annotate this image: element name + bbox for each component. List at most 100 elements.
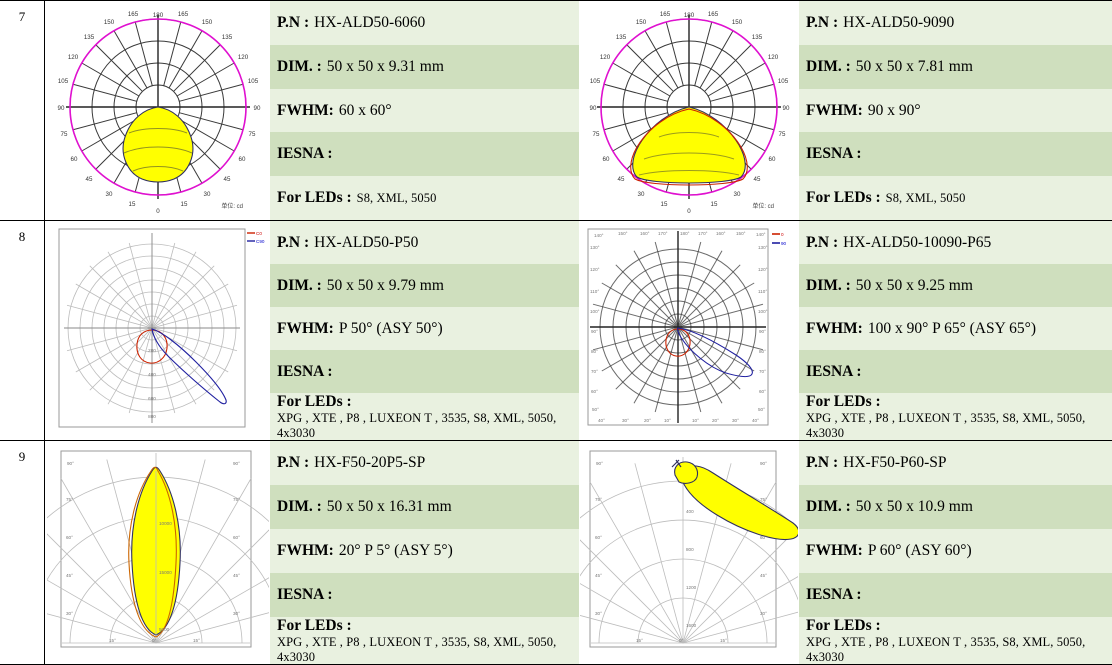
spec-value: 50 x 50 x 9.31 mm — [326, 57, 444, 75]
svg-text:120: 120 — [237, 54, 248, 61]
svg-text:90: 90 — [57, 105, 64, 112]
svg-text:165: 165 — [660, 11, 671, 18]
spec-label: IESNA : — [806, 362, 862, 380]
svg-text:70°: 70° — [759, 369, 766, 374]
svg-text:120: 120 — [600, 54, 611, 61]
svg-text:75: 75 — [60, 131, 67, 138]
svg-text:150°: 150° — [736, 231, 746, 236]
spec-list: P.N : HX-F50-P60-SP DIM. : 50 x 50 x 10.… — [799, 441, 1112, 664]
spec-value: XPG , XTE , P8 , LUXEON T , 3535, S8, XM… — [277, 635, 557, 664]
spec-line-fwhm: FWHM: 20° P 5° (ASY 5°) — [270, 529, 579, 574]
spec-value: XPG , XTE , P8 , LUXEON T , 3535, S8, XM… — [277, 411, 557, 440]
spec-value: 50 x 50 x 9.79 mm — [326, 276, 444, 294]
spec-line-fwhm: FWHM: P 60° (ASY 60°) — [799, 529, 1112, 574]
spec-value: XPG , XTE , P8 , LUXEON T , 3535, S8, XM… — [806, 411, 1086, 440]
chart-cell-right: 90° 90° 75° 75° 60° 60° 45° 45° 30° 30° … — [579, 440, 799, 665]
svg-text:100°: 100° — [758, 309, 768, 314]
svg-text:1600: 1600 — [686, 623, 697, 628]
svg-text:15: 15 — [180, 201, 187, 208]
svg-text:15: 15 — [661, 201, 668, 208]
svg-text:400: 400 — [686, 509, 694, 514]
svg-text:30°: 30° — [233, 611, 240, 616]
table-row: 7 — [0, 0, 1112, 221]
chart-unit-label: 单位: cd — [221, 202, 243, 210]
svg-text:0°: 0° — [152, 638, 157, 643]
spec-line-dim: DIM. : 50 x 50 x 9.79 mm — [270, 264, 579, 308]
svg-text:165: 165 — [177, 11, 188, 18]
svg-text:15: 15 — [128, 201, 135, 208]
svg-text:10°: 10° — [664, 418, 671, 423]
svg-text:60: 60 — [603, 156, 610, 163]
spec-value: XPG , XTE , P8 , LUXEON T , 3535, S8, XM… — [806, 635, 1086, 664]
table-row: 9 — [0, 440, 1112, 665]
svg-text:15°: 15° — [720, 638, 727, 643]
svg-text:40°: 40° — [752, 418, 759, 423]
svg-text:90°: 90° — [233, 461, 240, 466]
spec-line-iesna: IESNA : — [799, 573, 1112, 618]
spec-line-pn: P.N : HX-F50-P60-SP — [799, 441, 1112, 486]
polar-chart-svg: 0 180 90 90 15 15 30 30 45 45 60 60 — [46, 3, 269, 215]
svg-text:150°: 150° — [618, 231, 628, 236]
svg-text:75°: 75° — [233, 497, 240, 502]
svg-text:40°: 40° — [598, 418, 605, 423]
svg-text:90°: 90° — [67, 461, 74, 466]
svg-text:15: 15 — [711, 201, 718, 208]
row-index-label: 8 — [18, 229, 26, 244]
spec-line-pn: P.N : HX-ALD50-P50 — [270, 221, 579, 265]
spec-label: FWHM: — [277, 319, 334, 337]
spec-list: P.N : HX-ALD50-9090 DIM. : 50 x 50 x 7.8… — [799, 1, 1112, 220]
spec-label: DIM. : — [806, 498, 851, 516]
spec-line-dim: DIM. : 50 x 50 x 9.25 mm — [799, 264, 1112, 308]
spec-line-pn: P.N : HX-ALD50-9090 — [799, 1, 1112, 45]
svg-text:60: 60 — [769, 156, 776, 163]
svg-text:20°: 20° — [712, 418, 719, 423]
svg-text:60°: 60° — [759, 389, 766, 394]
svg-text:30°: 30° — [622, 418, 629, 423]
svg-text:50°: 50° — [592, 407, 599, 412]
svg-text:15000: 15000 — [159, 570, 172, 575]
svg-text:105: 105 — [590, 78, 601, 85]
spec-label: DIM. : — [806, 57, 851, 75]
svg-text:0°: 0° — [679, 638, 684, 643]
spec-line-pn: P.N : HX-ALD50-10090-P65 — [799, 221, 1112, 265]
spec-value: P 60° (ASY 60°) — [867, 542, 972, 560]
svg-text:50°: 50° — [758, 407, 765, 412]
legend-label-c90: C90 — [256, 239, 265, 244]
spec-label: IESNA : — [806, 145, 862, 163]
svg-text:60°: 60° — [66, 535, 73, 540]
svg-text:150: 150 — [201, 19, 212, 26]
svg-text:120: 120 — [67, 54, 78, 61]
svg-text:180°: 180° — [680, 231, 690, 236]
svg-text:105: 105 — [778, 78, 789, 85]
svg-text:90°: 90° — [759, 329, 766, 334]
spec-label: IESNA : — [806, 586, 862, 604]
spec-line-dim: DIM. : 50 x 50 x 9.31 mm — [270, 44, 579, 89]
svg-text:60: 60 — [238, 156, 245, 163]
spec-value: 50 x 50 x 7.81 mm — [855, 57, 973, 75]
svg-text:45°: 45° — [66, 573, 73, 578]
svg-text:60°: 60° — [760, 535, 767, 540]
spec-list: P.N : HX-ALD50-10090-P65 DIM. : 50 x 50 … — [799, 221, 1112, 440]
spec-line-for-leds: For LEDs : S8, XML, 5050 — [799, 176, 1112, 220]
spec-label: P.N : — [277, 454, 310, 472]
spec-label: P.N : — [277, 13, 310, 31]
spec-line-for-leds: For LEDs : S8, XML, 5050 — [270, 176, 579, 220]
polar-intensity-chart-hx-f50-p60-sp: 90° 90° 75° 75° 60° 60° 45° 45° 30° 30° … — [580, 443, 798, 655]
spec-value: 50 x 50 x 16.31 mm — [326, 498, 452, 516]
svg-text:90: 90 — [783, 105, 790, 112]
spec-line-iesna: IESNA : — [270, 350, 579, 394]
chart-unit-label: 单位: cd — [752, 202, 774, 210]
svg-text:10000: 10000 — [159, 521, 172, 526]
row-index-cell: 7 — [0, 0, 45, 221]
spec-cell-left: P.N : HX-ALD50-P50 DIM. : 50 x 50 x 9.79… — [270, 220, 579, 441]
spec-label: For LEDs : — [806, 393, 881, 411]
spec-value: 50 x 50 x 9.25 mm — [855, 276, 973, 294]
row-index-cell: 9 — [0, 440, 45, 665]
svg-text:75: 75 — [248, 131, 255, 138]
svg-text:165: 165 — [708, 11, 719, 18]
row-index-cell: 8 — [0, 220, 45, 441]
svg-text:15°: 15° — [636, 638, 643, 643]
legend-label-0: 0 — [781, 232, 784, 237]
svg-text:90°: 90° — [760, 461, 767, 466]
